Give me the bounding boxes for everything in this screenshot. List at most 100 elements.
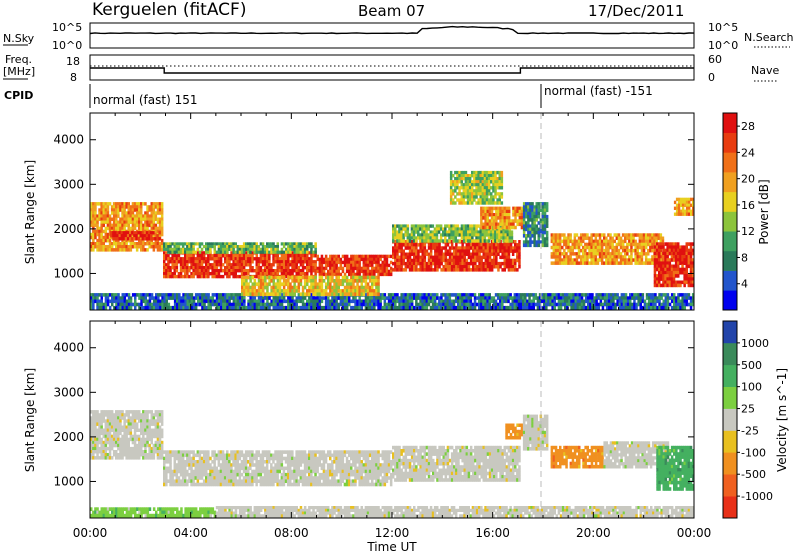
data-cell bbox=[282, 257, 286, 261]
data-cell bbox=[209, 247, 212, 251]
data-cell bbox=[599, 293, 603, 297]
data-cell bbox=[545, 234, 549, 238]
data-cell bbox=[616, 296, 619, 300]
data-cell bbox=[468, 192, 472, 196]
data-cell bbox=[129, 234, 132, 238]
data-cell bbox=[483, 180, 487, 184]
data-cell bbox=[213, 257, 216, 261]
data-cell bbox=[154, 202, 158, 206]
data-cell bbox=[381, 260, 384, 265]
data-cell bbox=[253, 299, 257, 304]
data-cell bbox=[202, 269, 206, 273]
data-cell bbox=[522, 218, 526, 222]
data-cell bbox=[259, 272, 263, 276]
data-cell bbox=[272, 242, 275, 246]
data-cell bbox=[685, 200, 689, 205]
data-cell bbox=[577, 252, 581, 256]
data-cell bbox=[629, 299, 632, 304]
data-cell bbox=[433, 296, 437, 300]
data-cell bbox=[125, 211, 128, 215]
data-cell bbox=[481, 170, 485, 175]
data-cell bbox=[616, 302, 619, 307]
data-cell bbox=[404, 252, 408, 256]
data-cell bbox=[339, 257, 343, 262]
data-cell bbox=[146, 217, 149, 221]
data-cell bbox=[173, 247, 176, 251]
data-cell bbox=[135, 202, 139, 206]
data-cell bbox=[190, 296, 194, 300]
data-cell bbox=[142, 202, 145, 206]
data-cell bbox=[432, 261, 435, 266]
data-cell bbox=[624, 296, 628, 300]
data-cell bbox=[169, 247, 172, 251]
data-cell bbox=[215, 250, 219, 254]
data-cell bbox=[590, 242, 593, 247]
data-cell bbox=[505, 222, 509, 227]
data-cell bbox=[584, 248, 587, 253]
data-cell bbox=[527, 240, 530, 244]
data-cell bbox=[458, 201, 461, 205]
data-cell bbox=[184, 293, 187, 297]
data-cell bbox=[245, 247, 248, 251]
data-cell bbox=[644, 245, 648, 250]
data-cell bbox=[192, 296, 196, 300]
data-cell bbox=[100, 226, 103, 231]
data-cell bbox=[601, 293, 605, 297]
data-cell bbox=[452, 174, 455, 178]
data-cell bbox=[240, 272, 244, 276]
data-cell bbox=[574, 302, 577, 307]
data-cell bbox=[322, 272, 326, 277]
data-cell bbox=[318, 272, 322, 277]
data-cell bbox=[533, 227, 536, 232]
data-cell bbox=[674, 242, 678, 246]
data-cell bbox=[169, 242, 172, 246]
data-cell bbox=[194, 293, 198, 297]
freq-tick-high: 18 bbox=[66, 55, 80, 68]
data-cell bbox=[419, 224, 422, 228]
data-cell bbox=[458, 189, 461, 193]
data-cell bbox=[398, 224, 401, 228]
data-cell bbox=[228, 305, 231, 310]
data-cell bbox=[118, 231, 121, 235]
data-cell bbox=[251, 251, 254, 255]
data-cell bbox=[582, 299, 586, 304]
data-cell bbox=[455, 268, 458, 272]
cpid-strip: CPID normal (fast) 151 normal (fast) -15… bbox=[4, 84, 653, 108]
data-cell bbox=[440, 305, 443, 310]
data-cell bbox=[144, 202, 147, 206]
data-cell bbox=[651, 258, 654, 262]
data-cell bbox=[555, 302, 559, 307]
data-cell bbox=[106, 293, 110, 297]
data-cell bbox=[142, 245, 145, 249]
data-cell bbox=[659, 236, 663, 240]
data-cell bbox=[408, 252, 412, 256]
data-cell bbox=[400, 255, 403, 260]
data-cell bbox=[511, 305, 514, 310]
data-cell bbox=[245, 272, 248, 276]
data-cell bbox=[687, 283, 691, 288]
data-cell bbox=[314, 250, 317, 254]
data-cell bbox=[379, 257, 382, 262]
data-cell bbox=[119, 208, 122, 212]
data-cell bbox=[211, 257, 214, 261]
data-cell bbox=[154, 232, 158, 237]
data-cell bbox=[551, 302, 554, 307]
data-cell bbox=[561, 299, 565, 304]
data-cell bbox=[630, 252, 633, 256]
data-cell bbox=[249, 257, 252, 261]
data-cell bbox=[392, 236, 395, 240]
data-cell bbox=[155, 293, 158, 297]
data-cell bbox=[245, 260, 248, 264]
data-cell bbox=[152, 296, 156, 300]
data-cell bbox=[112, 234, 115, 238]
data-cell bbox=[501, 213, 504, 217]
data-cell bbox=[289, 305, 292, 310]
data-cell bbox=[457, 296, 460, 300]
data-cell bbox=[691, 270, 695, 275]
data-cell bbox=[236, 266, 240, 270]
data-cell bbox=[556, 242, 560, 247]
data-cell bbox=[612, 302, 615, 307]
data-cell bbox=[679, 200, 683, 205]
data-cell bbox=[527, 202, 530, 206]
data-cell bbox=[462, 201, 466, 205]
